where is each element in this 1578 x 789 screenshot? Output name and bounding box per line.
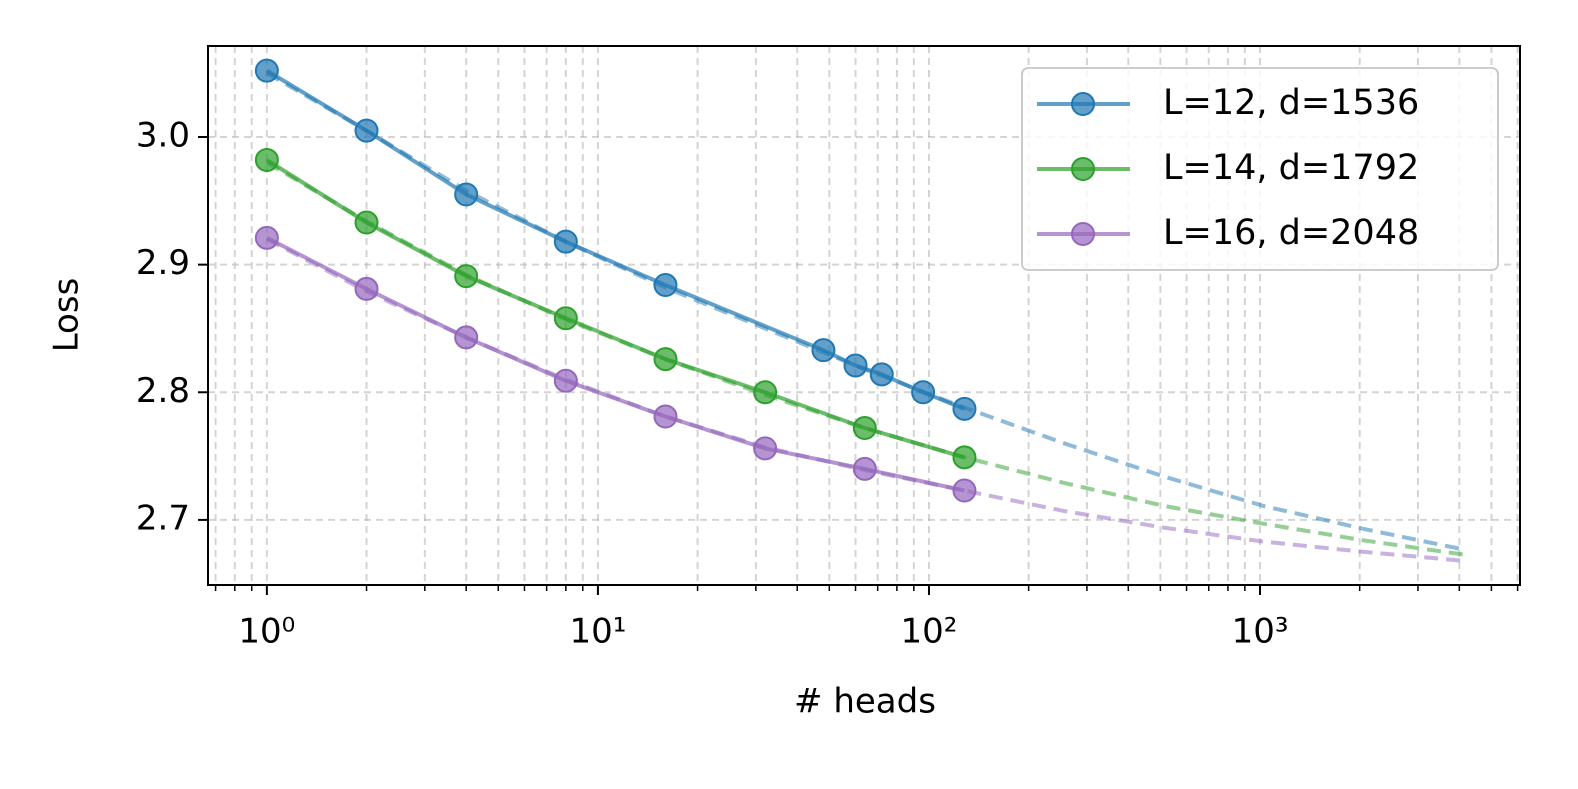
- legend-box: [1021, 67, 1499, 271]
- marker: [354, 210, 379, 235]
- x-tick-label: 10²: [901, 612, 958, 652]
- marker: [254, 58, 279, 83]
- legend-label: L=16, d=2048: [1163, 213, 1419, 253]
- series-line: [265, 236, 965, 493]
- legend-label: L=12, d=1536: [1163, 83, 1419, 123]
- marker: [653, 347, 678, 372]
- x-axis-label: # heads: [794, 682, 936, 722]
- legend-marker: [1071, 157, 1095, 181]
- legend-marker: [1071, 222, 1095, 246]
- plot-frame: [207, 45, 1521, 586]
- marker: [254, 225, 279, 250]
- marker: [553, 306, 578, 331]
- marker: [454, 325, 479, 350]
- marker: [553, 368, 578, 393]
- legend-label: L=14, d=1792: [1163, 148, 1419, 188]
- marker: [852, 456, 877, 481]
- marker: [354, 118, 379, 143]
- marker: [843, 353, 868, 378]
- marker: [852, 416, 877, 441]
- legend: L=12, d=1536 L=14, d=1792 L=16, d=2048: [1021, 67, 1499, 271]
- marker: [753, 436, 778, 461]
- series-line: [265, 158, 966, 460]
- series-line: [265, 68, 966, 411]
- marker: [811, 338, 836, 363]
- marker: [254, 147, 279, 172]
- marker: [454, 182, 479, 207]
- marker: [354, 276, 379, 301]
- marker: [911, 380, 936, 405]
- x-tick-label: 10³: [1232, 612, 1289, 652]
- x-tick-label: 10⁰: [238, 612, 295, 652]
- legend-marker: [1071, 92, 1095, 116]
- marker: [952, 445, 977, 470]
- y-tick-label: 2.8: [136, 371, 190, 411]
- marker: [753, 380, 778, 405]
- marker: [653, 273, 678, 298]
- marker: [952, 478, 977, 503]
- marker: [653, 404, 678, 429]
- y-tick-label: 2.7: [136, 498, 190, 538]
- x-tick-label: 10¹: [569, 612, 626, 652]
- y-axis-label: Loss: [47, 278, 87, 353]
- marker: [553, 229, 578, 254]
- marker: [454, 264, 479, 289]
- y-tick-label: 3.0: [136, 116, 190, 156]
- y-tick-label: 2.9: [136, 243, 190, 283]
- marker: [952, 396, 977, 421]
- marker: [869, 362, 894, 387]
